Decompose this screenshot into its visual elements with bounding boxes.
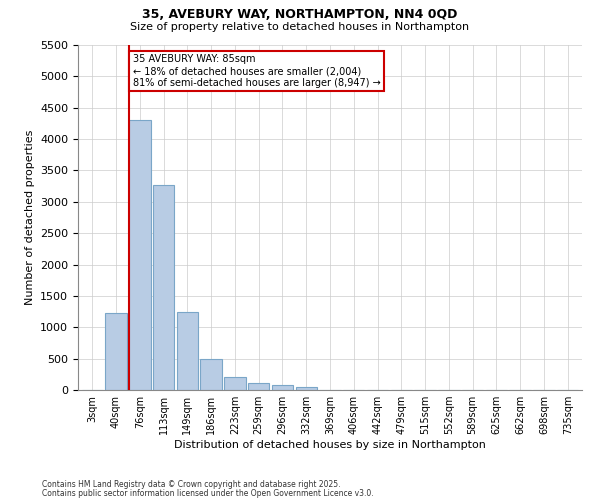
Bar — [129, 120, 151, 390]
Bar — [200, 358, 222, 390]
Text: Contains public sector information licensed under the Open Government Licence v3: Contains public sector information licen… — [42, 488, 374, 498]
Text: Size of property relative to detached houses in Northampton: Size of property relative to detached ho… — [130, 22, 470, 32]
Bar — [272, 386, 293, 390]
Bar — [176, 312, 198, 390]
Bar — [153, 185, 174, 390]
Text: 35, AVEBURY WAY, NORTHAMPTON, NN4 0QD: 35, AVEBURY WAY, NORTHAMPTON, NN4 0QD — [142, 8, 458, 20]
Text: 35 AVEBURY WAY: 85sqm
← 18% of detached houses are smaller (2,004)
81% of semi-d: 35 AVEBURY WAY: 85sqm ← 18% of detached … — [133, 54, 380, 88]
Y-axis label: Number of detached properties: Number of detached properties — [25, 130, 35, 305]
Bar — [224, 378, 245, 390]
X-axis label: Distribution of detached houses by size in Northampton: Distribution of detached houses by size … — [174, 440, 486, 450]
Bar — [106, 314, 127, 390]
Text: Contains HM Land Registry data © Crown copyright and database right 2025.: Contains HM Land Registry data © Crown c… — [42, 480, 341, 489]
Bar — [248, 384, 269, 390]
Bar — [296, 387, 317, 390]
